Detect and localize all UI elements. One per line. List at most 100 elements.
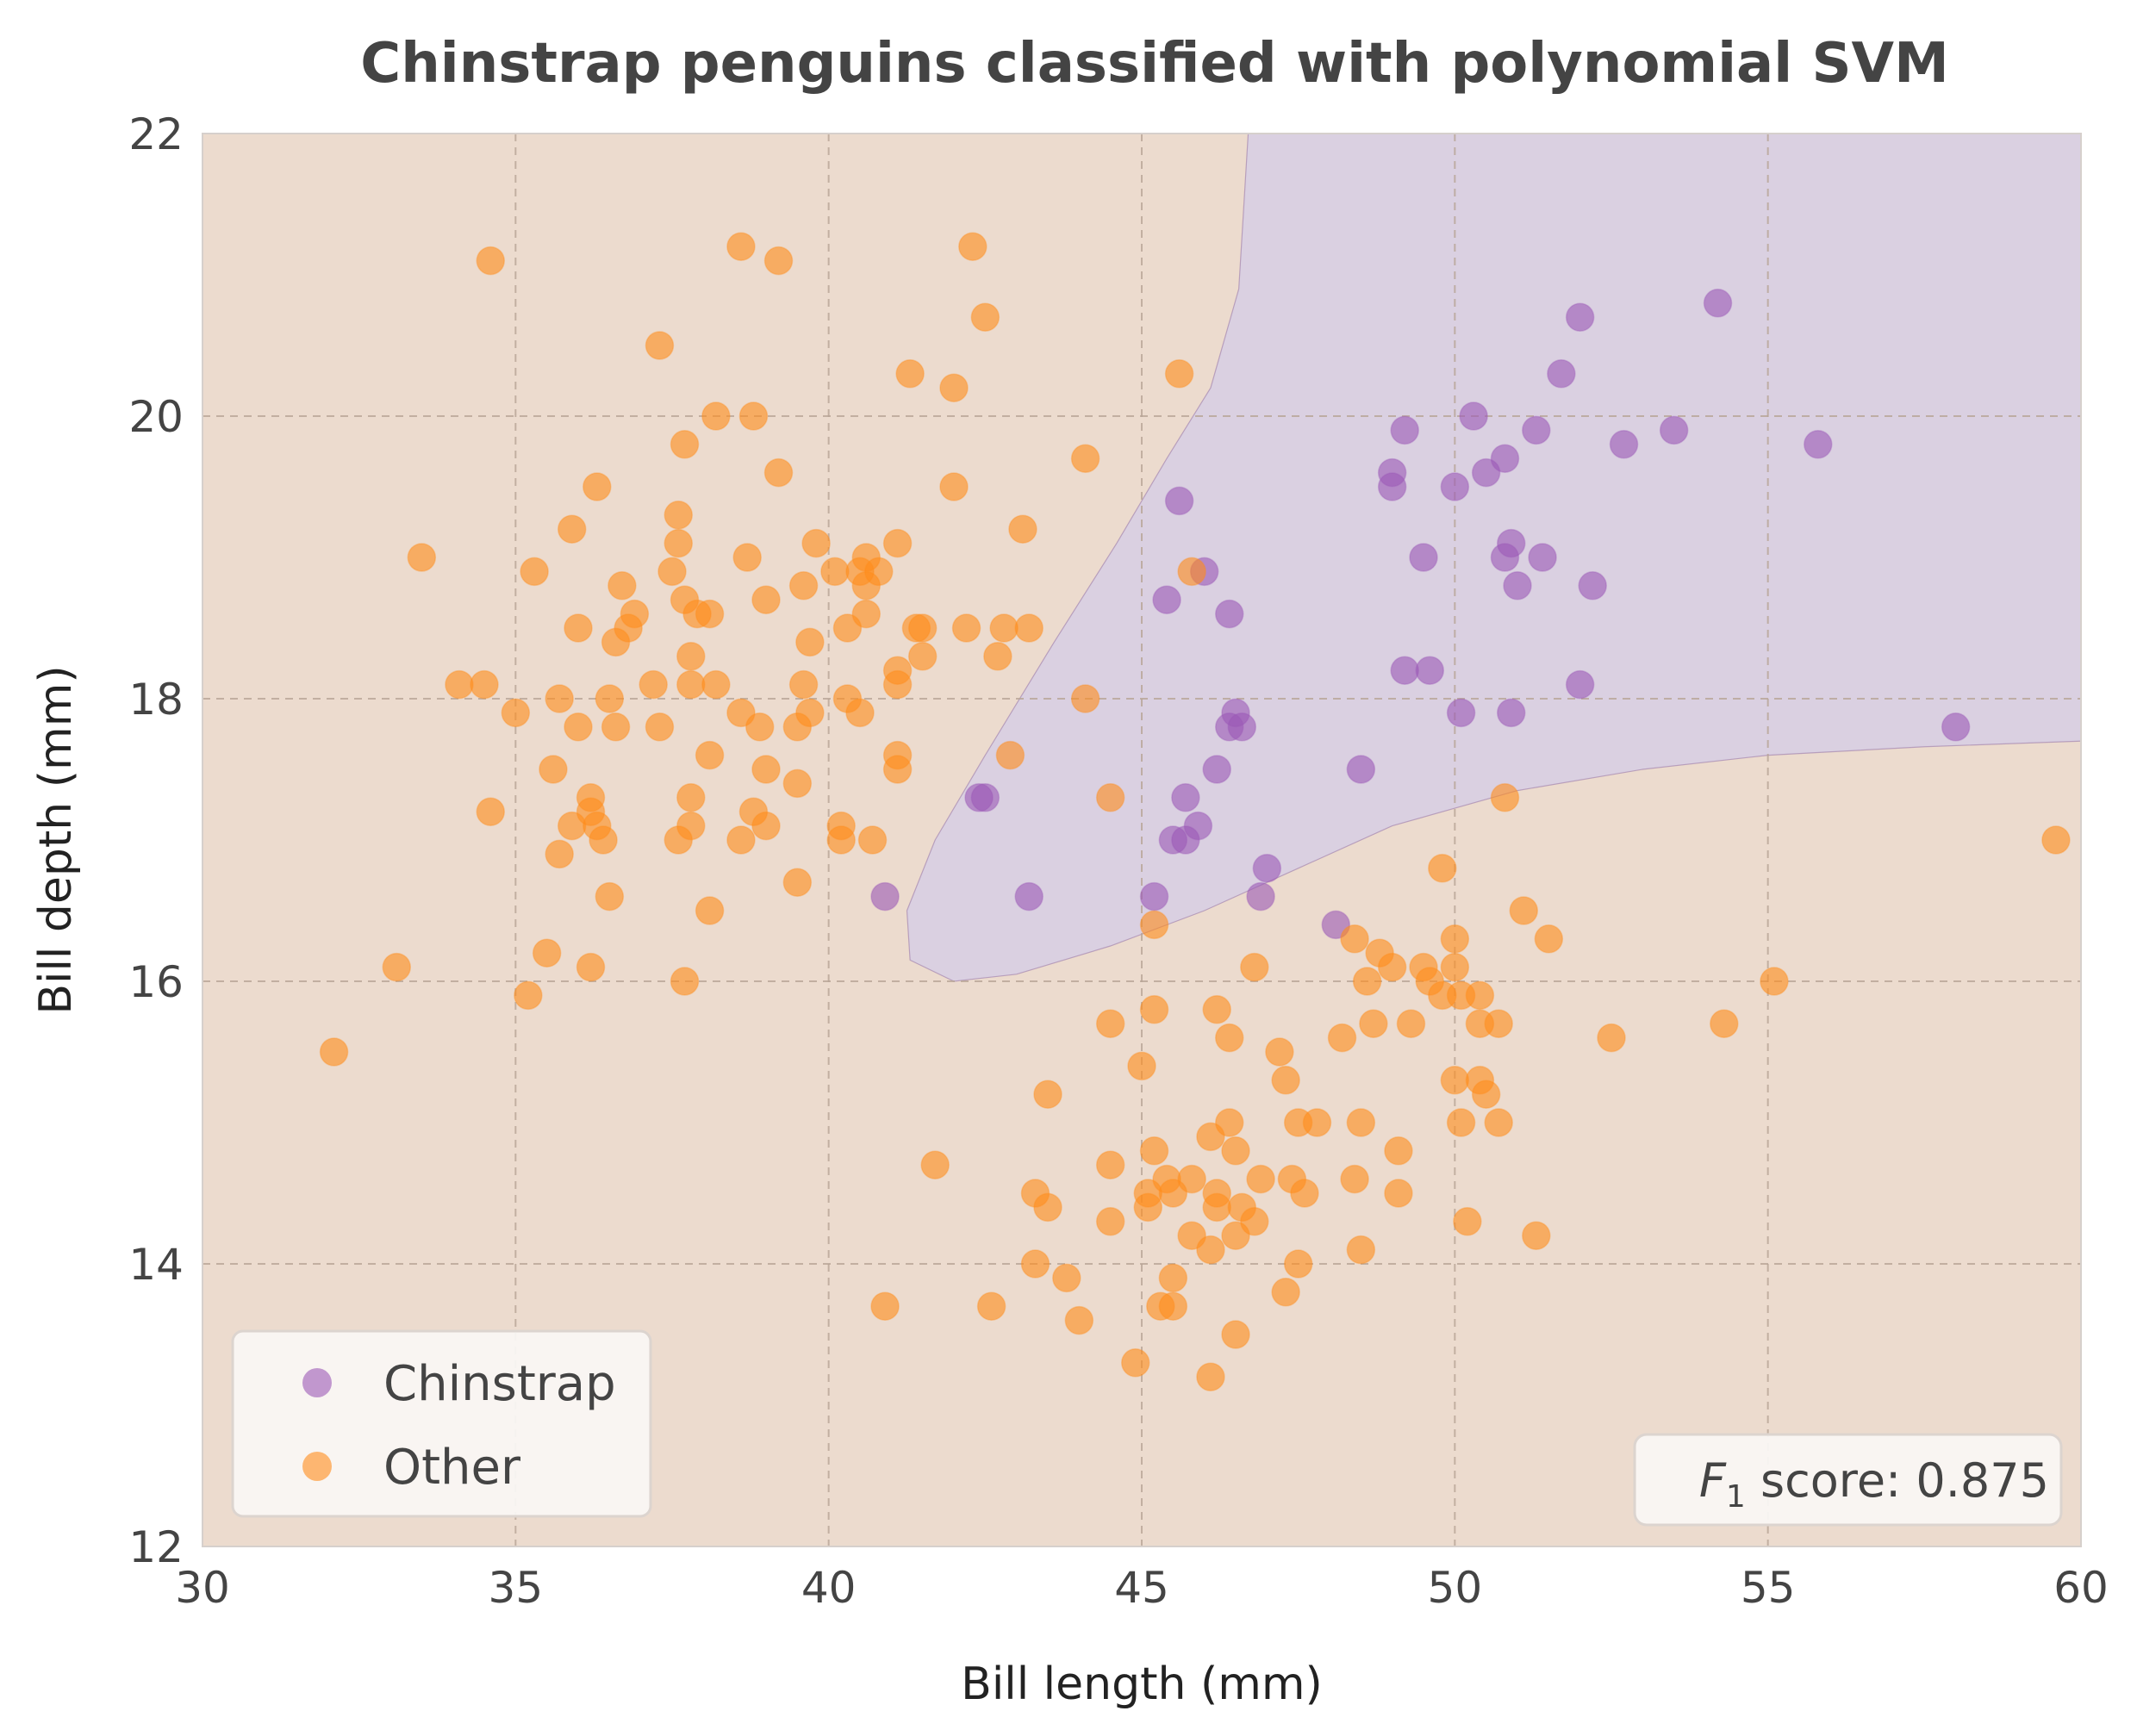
chinstrap-point: [1440, 472, 1470, 501]
series-chinstrap: [870, 289, 1971, 940]
other-point: [1760, 967, 1789, 996]
other-point: [1158, 1263, 1188, 1293]
chart-title: Chinstrap penguins classified with polyn…: [360, 32, 1949, 96]
x-tick-label: 55: [1741, 1563, 1796, 1613]
other-point: [476, 246, 506, 276]
chinstrap-point: [1321, 910, 1351, 940]
other-point: [1070, 684, 1100, 713]
other-point: [676, 642, 706, 671]
other-point: [920, 1150, 950, 1179]
other-point: [1164, 359, 1194, 389]
other-point: [801, 528, 831, 558]
other-point: [557, 514, 587, 544]
other-point: [1020, 1249, 1050, 1279]
other-point: [664, 528, 694, 558]
other-point: [751, 755, 781, 784]
other-point: [939, 373, 969, 402]
other-point: [832, 613, 863, 643]
other-point: [1202, 1192, 1231, 1223]
other-point: [670, 967, 700, 996]
other-point: [1271, 1278, 1300, 1307]
chinstrap-point: [1390, 656, 1419, 685]
y-tick-label: 22: [128, 109, 184, 159]
other-point: [1509, 896, 1539, 925]
other-point: [782, 712, 813, 742]
other-point: [1340, 1164, 1369, 1194]
chinstrap-point: [1503, 571, 1532, 600]
other-point: [857, 825, 888, 855]
other-point: [514, 980, 543, 1011]
other-point: [664, 825, 694, 855]
plot-frame: [202, 133, 2082, 1547]
y-tick-label: 16: [128, 957, 184, 1007]
chinstrap-point: [1490, 444, 1520, 473]
other-point: [1440, 924, 1470, 954]
other-point: [788, 571, 819, 600]
other-point: [589, 825, 618, 855]
other-point: [763, 246, 794, 276]
other-point: [1240, 952, 1269, 982]
chinstrap-point: [1496, 698, 1526, 728]
y-axis-ticks: 12 14 16 18 20 22: [128, 109, 184, 1572]
other-point: [976, 1291, 1006, 1321]
other-point: [970, 302, 1000, 332]
other-point: [695, 896, 725, 925]
plot-area: [202, 133, 2082, 1547]
x-tick-label: 40: [801, 1563, 857, 1613]
other-point: [732, 543, 762, 572]
chinstrap-point: [1522, 415, 1551, 445]
other-point: [738, 401, 769, 431]
other-point: [470, 669, 499, 700]
other-point: [989, 613, 1019, 643]
f1-score-text: F1 score: 0.875: [1699, 1453, 2049, 1515]
other-point: [407, 543, 437, 572]
other-point: [1534, 924, 1564, 954]
other-point: [501, 698, 531, 728]
other-point: [1196, 1235, 1225, 1265]
other-point: [1177, 1221, 1206, 1250]
other-point: [1214, 1023, 1244, 1053]
other-point: [645, 331, 675, 360]
other-point: [1033, 1192, 1062, 1223]
y-tick-label: 12: [128, 1522, 184, 1572]
chinstrap-point: [1246, 881, 1275, 912]
other-point: [939, 472, 969, 501]
legend-marker-other: [302, 1452, 332, 1481]
other-point: [601, 712, 631, 742]
f1-subscript: 1: [1726, 1479, 1746, 1515]
other-point: [545, 684, 574, 713]
chinstrap-point: [1390, 415, 1419, 445]
other-point: [1221, 1136, 1250, 1166]
other-point: [595, 684, 625, 713]
other-point: [664, 501, 694, 530]
other-point: [670, 430, 700, 459]
other-point: [907, 613, 938, 643]
other-point: [1465, 980, 1495, 1011]
chinstrap-point: [1139, 881, 1169, 912]
other-point: [820, 557, 850, 587]
other-point: [701, 401, 731, 431]
other-point: [1120, 1348, 1150, 1378]
other-point: [1127, 1051, 1156, 1081]
other-point: [1139, 910, 1169, 940]
other-point: [882, 755, 913, 784]
chinstrap-point: [970, 783, 1000, 812]
other-point: [895, 359, 925, 389]
other-point: [907, 642, 938, 671]
other-point: [695, 599, 725, 629]
other-point: [726, 698, 756, 728]
other-point: [1271, 1066, 1300, 1095]
other-point: [595, 881, 625, 912]
other-point: [576, 952, 606, 982]
other-point: [1440, 952, 1470, 982]
other-point: [1352, 967, 1382, 996]
other-point: [851, 571, 882, 600]
x-tick-label: 50: [1428, 1563, 1483, 1613]
other-point: [983, 642, 1012, 671]
other-point: [782, 768, 813, 799]
other-point: [1346, 1235, 1376, 1265]
other-point: [1095, 1207, 1125, 1236]
other-point: [1033, 1080, 1062, 1109]
chinstrap-point: [870, 881, 900, 912]
other-point: [645, 712, 675, 742]
